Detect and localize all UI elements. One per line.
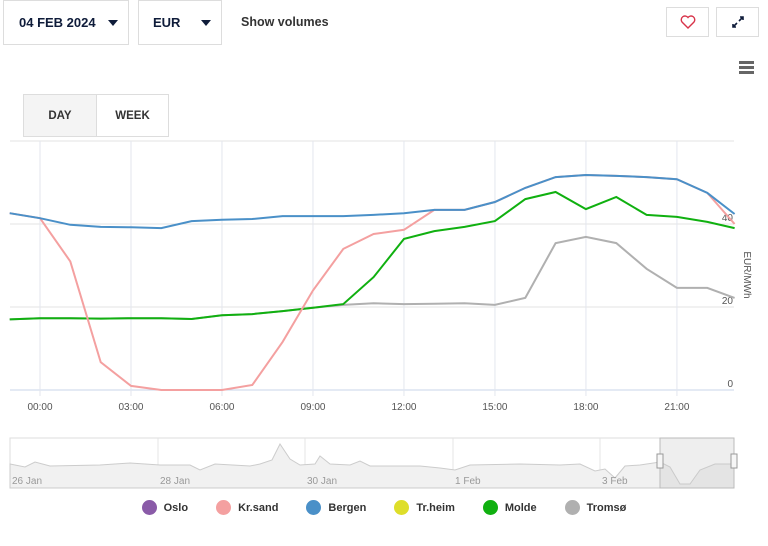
x-tick-label: 00:00 [27, 402, 52, 413]
fullscreen-button[interactable] [716, 7, 759, 37]
y-tick-label: 40 [722, 213, 734, 224]
heart-icon [680, 15, 695, 29]
nav-label: 26 Jan [12, 476, 42, 487]
x-tick-label: 12:00 [391, 402, 416, 413]
date-value: 04 FEB 2024 [19, 15, 96, 30]
legend-molde[interactable]: Molde [482, 500, 537, 515]
currency-value: EUR [153, 15, 181, 30]
chevron-down-icon [201, 20, 211, 26]
x-tick-label: 09:00 [300, 402, 325, 413]
x-tick-label: 15:00 [482, 402, 507, 413]
legend-krsand[interactable]: Kr.sand [216, 500, 278, 515]
price-chart: 00:00 03:00 06:00 09:00 12:00 15:00 18:00 21:00… [9, 140, 752, 413]
tab-day[interactable]: DAY [23, 94, 97, 137]
y-tick-label: 0 [727, 379, 733, 390]
favorite-button[interactable] [666, 7, 709, 37]
nav-label: 1 Feb [455, 476, 481, 487]
tab-week[interactable]: WEEK [96, 94, 169, 137]
range-handle-left [656, 453, 664, 469]
navigator[interactable]: 26 Jan 28 Jan 30 Jan 1 Feb 3 Feb [0, 434, 768, 494]
legend-trheim[interactable]: Tr.heim [394, 500, 455, 515]
series-line-bergen [9, 173, 736, 230]
x-tick-label: 03:00 [118, 402, 143, 413]
x-tick-label: 06:00 [209, 402, 234, 413]
y-tick-label: 20 [722, 296, 734, 307]
nav-label: 30 Jan [307, 476, 337, 487]
chart-menu-button[interactable] [739, 61, 754, 76]
series-line-krsand [9, 173, 736, 391]
x-tick-label: 18:00 [573, 402, 598, 413]
range-handle-right [730, 453, 738, 469]
currency-selector[interactable]: EUR [138, 0, 222, 45]
nav-label: 28 Jan [160, 476, 190, 487]
legend: Oslo Kr.sand Bergen Tr.heim Molde Tromsø [0, 500, 768, 515]
chevron-down-icon [108, 20, 118, 26]
x-tick-label: 21:00 [664, 402, 689, 413]
y-axis-label: EUR/MWh [741, 251, 752, 298]
date-selector[interactable]: 04 FEB 2024 [3, 0, 129, 45]
expand-icon [731, 16, 744, 28]
legend-bergen[interactable]: Bergen [306, 500, 366, 515]
show-volumes-button[interactable]: Show volumes [241, 15, 329, 29]
legend-tromso[interactable]: Tromsø [564, 500, 626, 515]
legend-oslo[interactable]: Oslo [141, 500, 188, 515]
nav-label: 3 Feb [602, 476, 628, 487]
series-line-molde [9, 190, 735, 321]
